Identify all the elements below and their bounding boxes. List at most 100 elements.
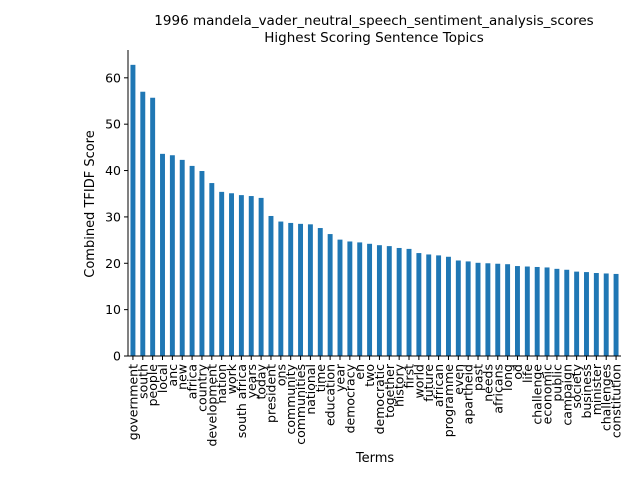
x-tick-label: work — [224, 363, 239, 394]
chart-subtitle: Highest Scoring Sentence Topics — [264, 30, 484, 46]
bar-south-africa — [238, 195, 244, 356]
bar-life — [524, 266, 530, 356]
bar-minister — [593, 273, 599, 356]
y-tick-label: 50 — [105, 117, 121, 132]
x-tick-label: two — [362, 364, 377, 387]
x-tick-label: together — [382, 363, 397, 418]
x-tick-label: constitution — [609, 364, 624, 438]
x-tick-label: economic — [540, 364, 555, 424]
bar-constitution — [613, 273, 619, 356]
bar-two — [367, 243, 373, 356]
bar-en — [357, 242, 363, 356]
bar-challenges — [603, 273, 609, 356]
x-tick-label: long — [500, 364, 515, 391]
x-tick-label: south — [135, 364, 150, 399]
x-tick-label: time — [313, 364, 328, 393]
x-tick-label: today — [254, 363, 269, 399]
x-tick-label: years — [244, 364, 259, 398]
x-tick-label: challenge — [530, 364, 545, 425]
x-tick-label: world — [411, 364, 426, 398]
bar-time — [317, 228, 323, 356]
bar-past — [475, 262, 481, 356]
x-tick-label: africans — [490, 364, 505, 414]
x-tick-label: minister — [589, 363, 604, 415]
x-tick-label: history — [392, 363, 407, 407]
bar-south — [140, 91, 146, 356]
bar-even — [455, 260, 461, 356]
bar-apartheid — [465, 261, 471, 356]
x-tick-label: local — [155, 364, 170, 393]
y-tick-label: 0 — [113, 349, 121, 364]
bar-years — [248, 196, 254, 356]
bar-africans — [495, 263, 501, 356]
bar-long — [505, 264, 511, 356]
bar-development — [209, 183, 215, 356]
bar-challenge — [534, 266, 540, 356]
bar-business — [584, 272, 589, 356]
bar-africa — [189, 165, 195, 356]
bar-country — [199, 171, 205, 356]
bar-work — [229, 193, 234, 356]
bar-president — [268, 215, 274, 356]
bar-democracy — [347, 241, 353, 356]
bar-national — [307, 224, 313, 356]
x-tick-label: education — [323, 364, 338, 426]
bar-campaign — [564, 269, 570, 356]
x-tick-label: past — [471, 364, 486, 391]
x-tick-label: people — [145, 364, 160, 407]
bar-nation — [219, 191, 225, 356]
y-tick-label: 40 — [105, 163, 121, 178]
bar-ons — [278, 221, 284, 356]
y-axis: 0 10 20 30 40 50 60 — [105, 50, 129, 364]
bar-first — [406, 248, 412, 356]
bar-people — [150, 97, 156, 356]
x-tick-label: african — [431, 364, 446, 407]
bar-democratic — [376, 245, 382, 356]
chart-title: 1996 mandela_vader_neutral_speech_sentim… — [154, 13, 593, 29]
x-tick-label: apartheid — [461, 364, 476, 424]
y-axis-label: Combined TFIDF Score — [83, 130, 98, 277]
bar-history — [396, 247, 402, 356]
x-axis-label: Terms — [355, 451, 395, 466]
x-tick-label: communities — [293, 364, 308, 445]
bar-new — [179, 159, 185, 356]
bar-programme — [445, 256, 451, 356]
x-tick-label: democracy — [342, 363, 357, 433]
x-tick-label: public — [549, 364, 564, 402]
bar-world — [416, 253, 422, 356]
x-tick-label: en — [352, 364, 367, 380]
bar-anc — [169, 155, 175, 356]
bar-local — [160, 153, 165, 356]
bar-together — [386, 246, 392, 356]
x-tick-label: od — [510, 364, 525, 380]
y-tick-label: 10 — [105, 302, 121, 317]
x-tick-label: even — [451, 364, 466, 395]
bar-economic — [544, 267, 550, 356]
bar-education — [327, 234, 333, 356]
bar-government — [130, 64, 136, 356]
y-tick-label: 60 — [105, 70, 121, 85]
bar-society — [574, 271, 580, 356]
x-tick-label: anc — [165, 364, 180, 387]
x-tick-label: needs — [480, 364, 495, 402]
y-tick-label: 20 — [105, 256, 121, 271]
bar-today — [258, 197, 264, 356]
x-tick-label: year — [332, 363, 347, 392]
x-tick-label: life — [520, 364, 535, 383]
x-tick-label: future — [421, 364, 436, 402]
x-tick-label: programme — [441, 364, 456, 438]
x-tick-label: society — [569, 363, 584, 408]
x-tick-label: country — [194, 363, 209, 411]
x-tick-label: ons — [273, 364, 288, 386]
x-axis: governmentsouthpeoplelocalancnewafricaco… — [125, 355, 624, 446]
y-tick-label: 30 — [105, 209, 121, 224]
bar-year — [337, 239, 343, 356]
x-tick-label: government — [125, 364, 140, 440]
bars-group — [130, 64, 619, 356]
bar-african — [436, 255, 442, 356]
bar-communities — [298, 223, 304, 356]
x-tick-label: business — [579, 364, 594, 418]
bar-needs — [485, 263, 491, 356]
